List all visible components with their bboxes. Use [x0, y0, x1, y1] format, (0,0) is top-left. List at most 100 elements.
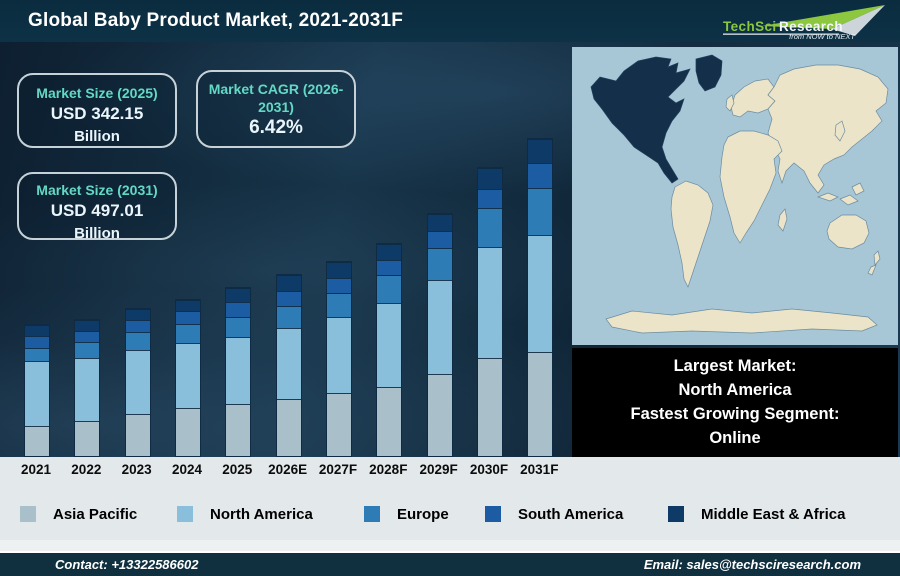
map-japan: [834, 120, 846, 142]
bar-segment-asia-pacific: [477, 358, 502, 456]
map-indonesia: [816, 182, 865, 206]
legend-label: South America: [518, 505, 624, 523]
contact-info: Contact: +13322586602: [55, 557, 199, 572]
bar-segment-europe: [377, 275, 402, 303]
bar-2023: [124, 308, 151, 457]
bar-segment-north-america: [175, 343, 200, 408]
bar-segment-north-america: [427, 280, 452, 374]
bar-segment-europe: [276, 306, 301, 328]
x-axis-label: 2030F: [469, 462, 509, 477]
bar-segment-middle-east-africa: [276, 275, 301, 291]
bar-segment-europe: [226, 317, 251, 337]
bar-2022: [74, 319, 101, 457]
footer-separator: [0, 551, 900, 553]
bar-2030F: [476, 167, 503, 457]
legend-item-south-america: South America: [485, 501, 623, 527]
bar-2031F: [527, 138, 554, 457]
stat-market-cagr: Market CAGR (2026-2031) 6.42%: [196, 70, 356, 148]
bar-segment-asia-pacific: [377, 387, 402, 456]
legend-swatch: [668, 506, 684, 522]
stat-value: USD 342.15: [50, 104, 144, 123]
bar-segment-middle-east-africa: [377, 244, 402, 260]
bar-segment-north-america: [326, 317, 351, 393]
bar-segment-north-america: [377, 303, 402, 387]
x-axis-label: 2027F: [318, 462, 358, 477]
stacked-bar-chart: [0, 42, 572, 457]
stat-label: Market Size (2031): [36, 182, 158, 198]
techsci-research-logo: TechSci Research from NOW to NEXT: [723, 5, 885, 40]
legend-swatch: [20, 506, 36, 522]
bar-segment-middle-east-africa: [528, 139, 553, 163]
x-axis-label: 2025: [222, 462, 253, 477]
bar-segment-south-america: [326, 278, 351, 293]
x-axis-label: 2031F: [520, 462, 559, 477]
map-north-america-highlight: [590, 56, 691, 184]
bar-segment-middle-east-africa: [477, 168, 502, 189]
x-axis-label: 2023: [121, 462, 152, 477]
map-madagascar: [777, 208, 788, 232]
legend-label: Middle East & Africa: [701, 505, 846, 523]
bar-2026E: [275, 274, 302, 457]
bar-segment-south-america: [427, 231, 452, 248]
bar-segment-asia-pacific: [276, 399, 301, 456]
legend-label: Asia Pacific: [53, 505, 138, 523]
callout-line: Online: [709, 429, 761, 447]
bar-segment-europe: [25, 348, 49, 361]
email-info: Email: sales@techsciresearch.com: [643, 557, 861, 572]
bar-segment-europe: [125, 332, 150, 350]
logo-arrow-underside-icon: [832, 5, 885, 36]
bar-segment-south-america: [75, 331, 100, 342]
bar-segment-asia-pacific: [75, 421, 100, 456]
callout-line: Largest Market:: [673, 357, 797, 375]
bar-segment-middle-east-africa: [226, 288, 251, 302]
bar-segment-asia-pacific: [427, 374, 452, 456]
stat-market-size-2031: Market Size (2031) USD 497.01 Billion: [17, 172, 177, 242]
bar-segment-asia-pacific: [175, 408, 200, 456]
title-bar: Global Baby Product Market, 2021-2031F T…: [0, 0, 900, 42]
bar-segment-asia-pacific: [326, 393, 351, 456]
main-region: Market Size (2025) USD 342.15 Billion Ma…: [0, 42, 900, 457]
bar-segment-south-america: [175, 311, 200, 324]
bar-segment-middle-east-africa: [326, 262, 351, 278]
bar-segment-north-america: [125, 350, 150, 414]
legend-item-asia-pacific: Asia Pacific: [20, 501, 137, 527]
footer: Contact: +13322586602 Email: sales@techs…: [0, 553, 900, 576]
x-axis-label: 2024: [171, 462, 202, 477]
bar-segment-north-america: [477, 247, 502, 358]
bar-2028F: [376, 243, 403, 457]
strip-divider: [0, 540, 900, 551]
logo-text-primary: TechSci: [723, 19, 777, 34]
bar-segment-north-america: [528, 235, 553, 352]
bar-segment-asia-pacific: [226, 404, 251, 456]
bottom-strip: 2021 2022 2023 2024 2025 2026E 2027F 2028F 2029F…: [0, 457, 900, 551]
bar-segment-north-america: [25, 361, 49, 426]
legend-item-europe: Europe: [364, 501, 449, 527]
bar-2029F: [426, 213, 453, 457]
bar-segment-south-america: [477, 189, 502, 208]
stat-unit: Billion: [74, 225, 120, 242]
map-australia: [826, 214, 870, 250]
map-antarctica: [605, 308, 878, 334]
callout-line: North America: [678, 381, 792, 399]
bar-segment-south-america: [125, 320, 150, 332]
page-title: Global Baby Product Market, 2021-2031F: [28, 10, 404, 31]
bar-segment-middle-east-africa: [427, 214, 452, 231]
map-new-zealand: [867, 250, 881, 276]
logo-arrow-icon: [762, 5, 885, 29]
largest-market-callout: Largest Market: North America Fastest Gr…: [572, 348, 898, 457]
legend-swatch: [485, 506, 501, 522]
world-map: [572, 47, 898, 345]
bar-2024: [174, 299, 201, 457]
bar-segment-europe: [75, 342, 100, 358]
map-uk: [725, 94, 735, 112]
bar-segment-north-america: [226, 337, 251, 404]
bar-2021: [24, 324, 50, 457]
legend-item-middle-east-africa: Middle East & Africa: [668, 501, 845, 527]
x-axis-label: 2022: [71, 462, 102, 477]
chart-legend: Asia Pacific North America Europe South …: [0, 501, 900, 527]
stat-unit: Billion: [74, 128, 120, 145]
bar-2025: [225, 287, 252, 457]
x-axis-label: 2029F: [419, 462, 458, 477]
x-axis-label: 2026E: [268, 462, 308, 477]
